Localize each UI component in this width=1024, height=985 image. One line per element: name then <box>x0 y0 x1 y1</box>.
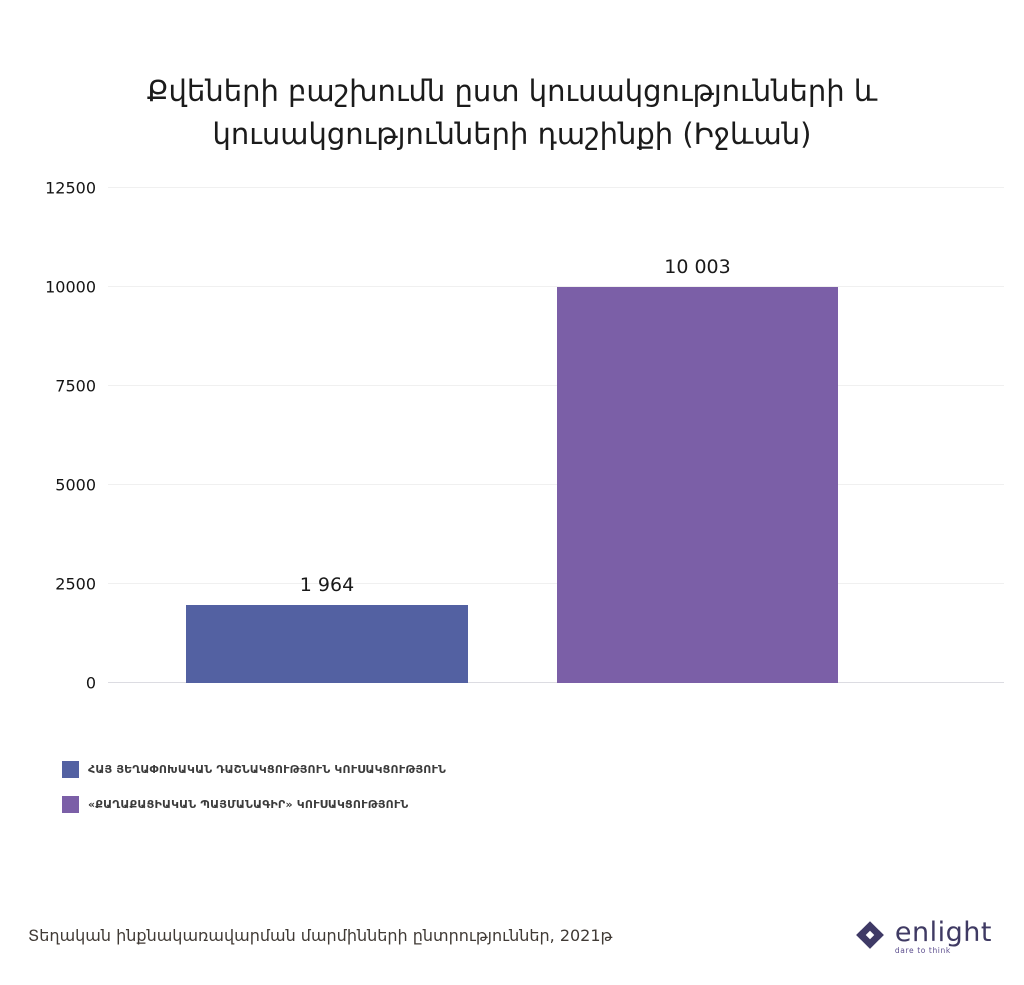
y-tick-label-7500: 7500 <box>55 376 96 396</box>
chart-title-line2: կուսակցությունների դաշինքի (Իջևան) <box>212 117 812 151</box>
enlight-diamond-icon <box>853 918 887 956</box>
chart-title: Քվեների բաշխումն ըստ կուսակցությունների … <box>0 70 1024 156</box>
gridline-5000 <box>108 484 1004 485</box>
plot-area: 1 964 10 003 <box>108 187 1004 683</box>
gridline-2500 <box>108 583 1004 584</box>
logo-name: enlight <box>894 917 992 949</box>
gridline-7500 <box>108 385 1004 386</box>
y-tick-label-2500: 2500 <box>55 574 96 594</box>
y-tick-label-0: 0 <box>85 673 96 693</box>
chart-title-line1: Քվեների բաշխումն ըստ կուսակցությունների … <box>146 74 878 108</box>
bar-1 <box>186 605 468 683</box>
gridline-0 <box>108 682 1004 683</box>
source-note: Տեղական ինքնակառավարման մարմինների ընտրո… <box>28 926 613 945</box>
legend-label-1: ՀԱՅ ՅԵՂԱՓՈԽԱԿԱՆ ԴԱՇՆԱԿՑՈՒԹՅՈՒՆ ԿՈՒՍԱԿՑՈՒ… <box>88 763 447 776</box>
logo-tagline: dare to think <box>894 946 951 956</box>
legend-item-2: «ՔԱՂԱՔԱՑԻԱԿԱՆ ՊԱՅՄԱՆԱԳԻՐ» ԿՈՒՍԱԿՑՈՒԹՅՈՒՆ <box>62 796 408 813</box>
logo-text-block: enlight dare to think <box>895 919 992 955</box>
bar-value-label-1: 1 964 <box>299 574 355 596</box>
bar-2 <box>557 287 838 683</box>
gridline-10000 <box>108 286 1004 287</box>
legend-item-1: ՀԱՅ ՅԵՂԱՓՈԽԱԿԱՆ ԴԱՇՆԱԿՑՈՒԹՅՈՒՆ ԿՈՒՍԱԿՑՈՒ… <box>62 761 446 778</box>
gridline-12500 <box>108 187 1004 188</box>
y-tick-label-12500: 12500 <box>45 178 96 198</box>
y-axis: 0 2500 5000 7500 10000 12500 <box>0 179 96 693</box>
legend-swatch-1 <box>62 761 79 778</box>
legend-label-2: «ՔԱՂԱՔԱՑԻԱԿԱՆ ՊԱՅՄԱՆԱԳԻՐ» ԿՈՒՍԱԿՑՈՒԹՅՈՒՆ <box>88 798 409 811</box>
bar-value-label-2: 10 003 <box>664 256 731 278</box>
y-tick-label-5000: 5000 <box>55 475 96 495</box>
legend-swatch-2 <box>62 796 79 813</box>
y-tick-label-10000: 10000 <box>45 277 96 297</box>
enlight-logo: enlight dare to think <box>853 918 992 956</box>
